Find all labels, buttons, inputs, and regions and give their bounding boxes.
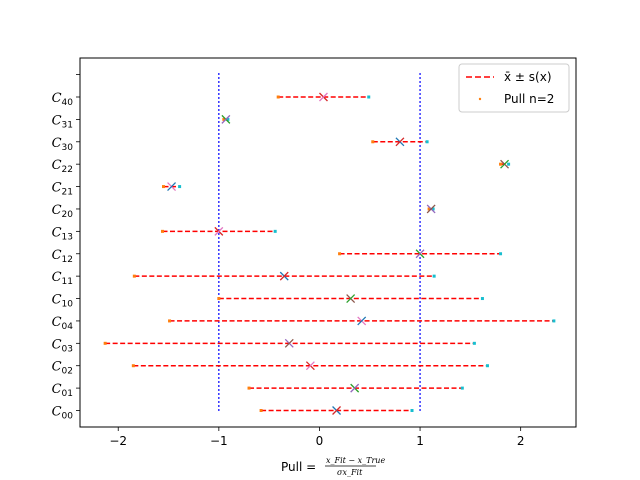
pull-point — [472, 341, 476, 345]
mean-marker-stroke — [167, 182, 177, 192]
legend: x̄ ± s(x) Pull n=2 — [458, 63, 570, 113]
legend-mean-label: x̄ ± s(x) — [504, 70, 552, 84]
pull-point — [460, 386, 464, 390]
mean-marker-stroke — [350, 383, 360, 393]
mean-marker-stroke — [357, 316, 367, 326]
pull-point — [485, 364, 489, 368]
mean-marker-stroke — [395, 137, 405, 147]
pull-point — [259, 409, 263, 412]
y-tick-label-subscript: 22 — [62, 165, 73, 175]
pull-point — [338, 252, 342, 256]
pull-point — [131, 364, 135, 368]
x-axis-label-numerator: x_Fit − x_True — [326, 456, 385, 465]
pull-point — [168, 319, 172, 323]
y-tick-label-subscript: 20 — [62, 210, 74, 220]
pull-point — [499, 162, 503, 166]
category-C40: C40 — [52, 91, 371, 108]
mean-marker-stroke — [426, 204, 436, 214]
mean-marker-stroke — [346, 294, 356, 303]
pull-point — [160, 229, 164, 233]
y-tick-label-subscript: 10 — [62, 300, 74, 310]
y-tick-label-subscript: 00 — [62, 412, 74, 422]
pull-point — [499, 252, 503, 256]
mean-marker-stroke — [305, 361, 315, 371]
y-tick-label-subscript: 13 — [62, 232, 73, 242]
pull-point — [273, 229, 277, 233]
pull-point — [410, 409, 414, 412]
pull-point — [480, 297, 484, 301]
y-tick-label-subscript: 02 — [62, 367, 73, 377]
x-tick-label: 2 — [517, 434, 525, 448]
y-tick-label-subscript: 12 — [62, 255, 73, 265]
x-tick-label: 1 — [416, 434, 424, 448]
pull-point — [371, 140, 375, 144]
x-axis-label-prefix: Pull = — [281, 460, 316, 474]
pull-point — [162, 185, 166, 189]
mean-marker-stroke — [500, 159, 510, 169]
pull-point — [552, 319, 556, 323]
mean-marker-stroke — [415, 249, 425, 259]
category-C00: C00 — [52, 405, 414, 422]
pull-point — [178, 185, 182, 189]
y-tick-label-subscript: 04 — [62, 322, 74, 332]
mean-marker-stroke — [214, 226, 224, 236]
x-axis-label-denominator: σx_Fit — [337, 468, 363, 477]
x-tick-label: −2 — [109, 434, 127, 448]
pull-point — [431, 207, 435, 211]
pull-point — [427, 207, 431, 211]
mean-marker-stroke — [332, 406, 342, 415]
pull-point — [132, 274, 136, 278]
x-tick-label: −1 — [210, 434, 228, 448]
pull-point — [222, 117, 226, 121]
pull-point — [276, 95, 280, 99]
x-axis-label: Pull = x_Fit − x_True σx_Fit — [281, 456, 385, 477]
legend-box — [458, 63, 570, 113]
y-tick-label-subscript: 40 — [62, 98, 74, 108]
mean-marker-stroke — [279, 271, 289, 281]
mean-marker-stroke — [221, 114, 231, 124]
y-tick-label-subscript: 30 — [62, 143, 74, 153]
axes-frame — [79, 57, 577, 428]
y-tick-label-subscript: 03 — [62, 344, 73, 354]
y-tick-label-subscript: 11 — [62, 277, 73, 287]
pull-point — [425, 140, 429, 144]
y-tick-label-subscript: 31 — [62, 120, 73, 130]
y-tick-label-subscript: 21 — [62, 188, 73, 198]
pull-point — [507, 162, 511, 166]
pull-point — [226, 117, 230, 121]
pull-point — [217, 297, 221, 301]
legend-pull-label: Pull n=2 — [504, 92, 554, 106]
mean-marker-stroke — [319, 92, 328, 102]
pull-point — [103, 341, 107, 345]
y-tick-label-subscript: 01 — [62, 389, 73, 399]
legend-pull-swatch — [478, 97, 482, 101]
pull-point — [432, 274, 436, 278]
pull-point — [367, 95, 371, 99]
mean-marker-stroke — [284, 338, 294, 348]
pull-point — [247, 386, 251, 390]
x-tick-label: 0 — [316, 434, 324, 448]
